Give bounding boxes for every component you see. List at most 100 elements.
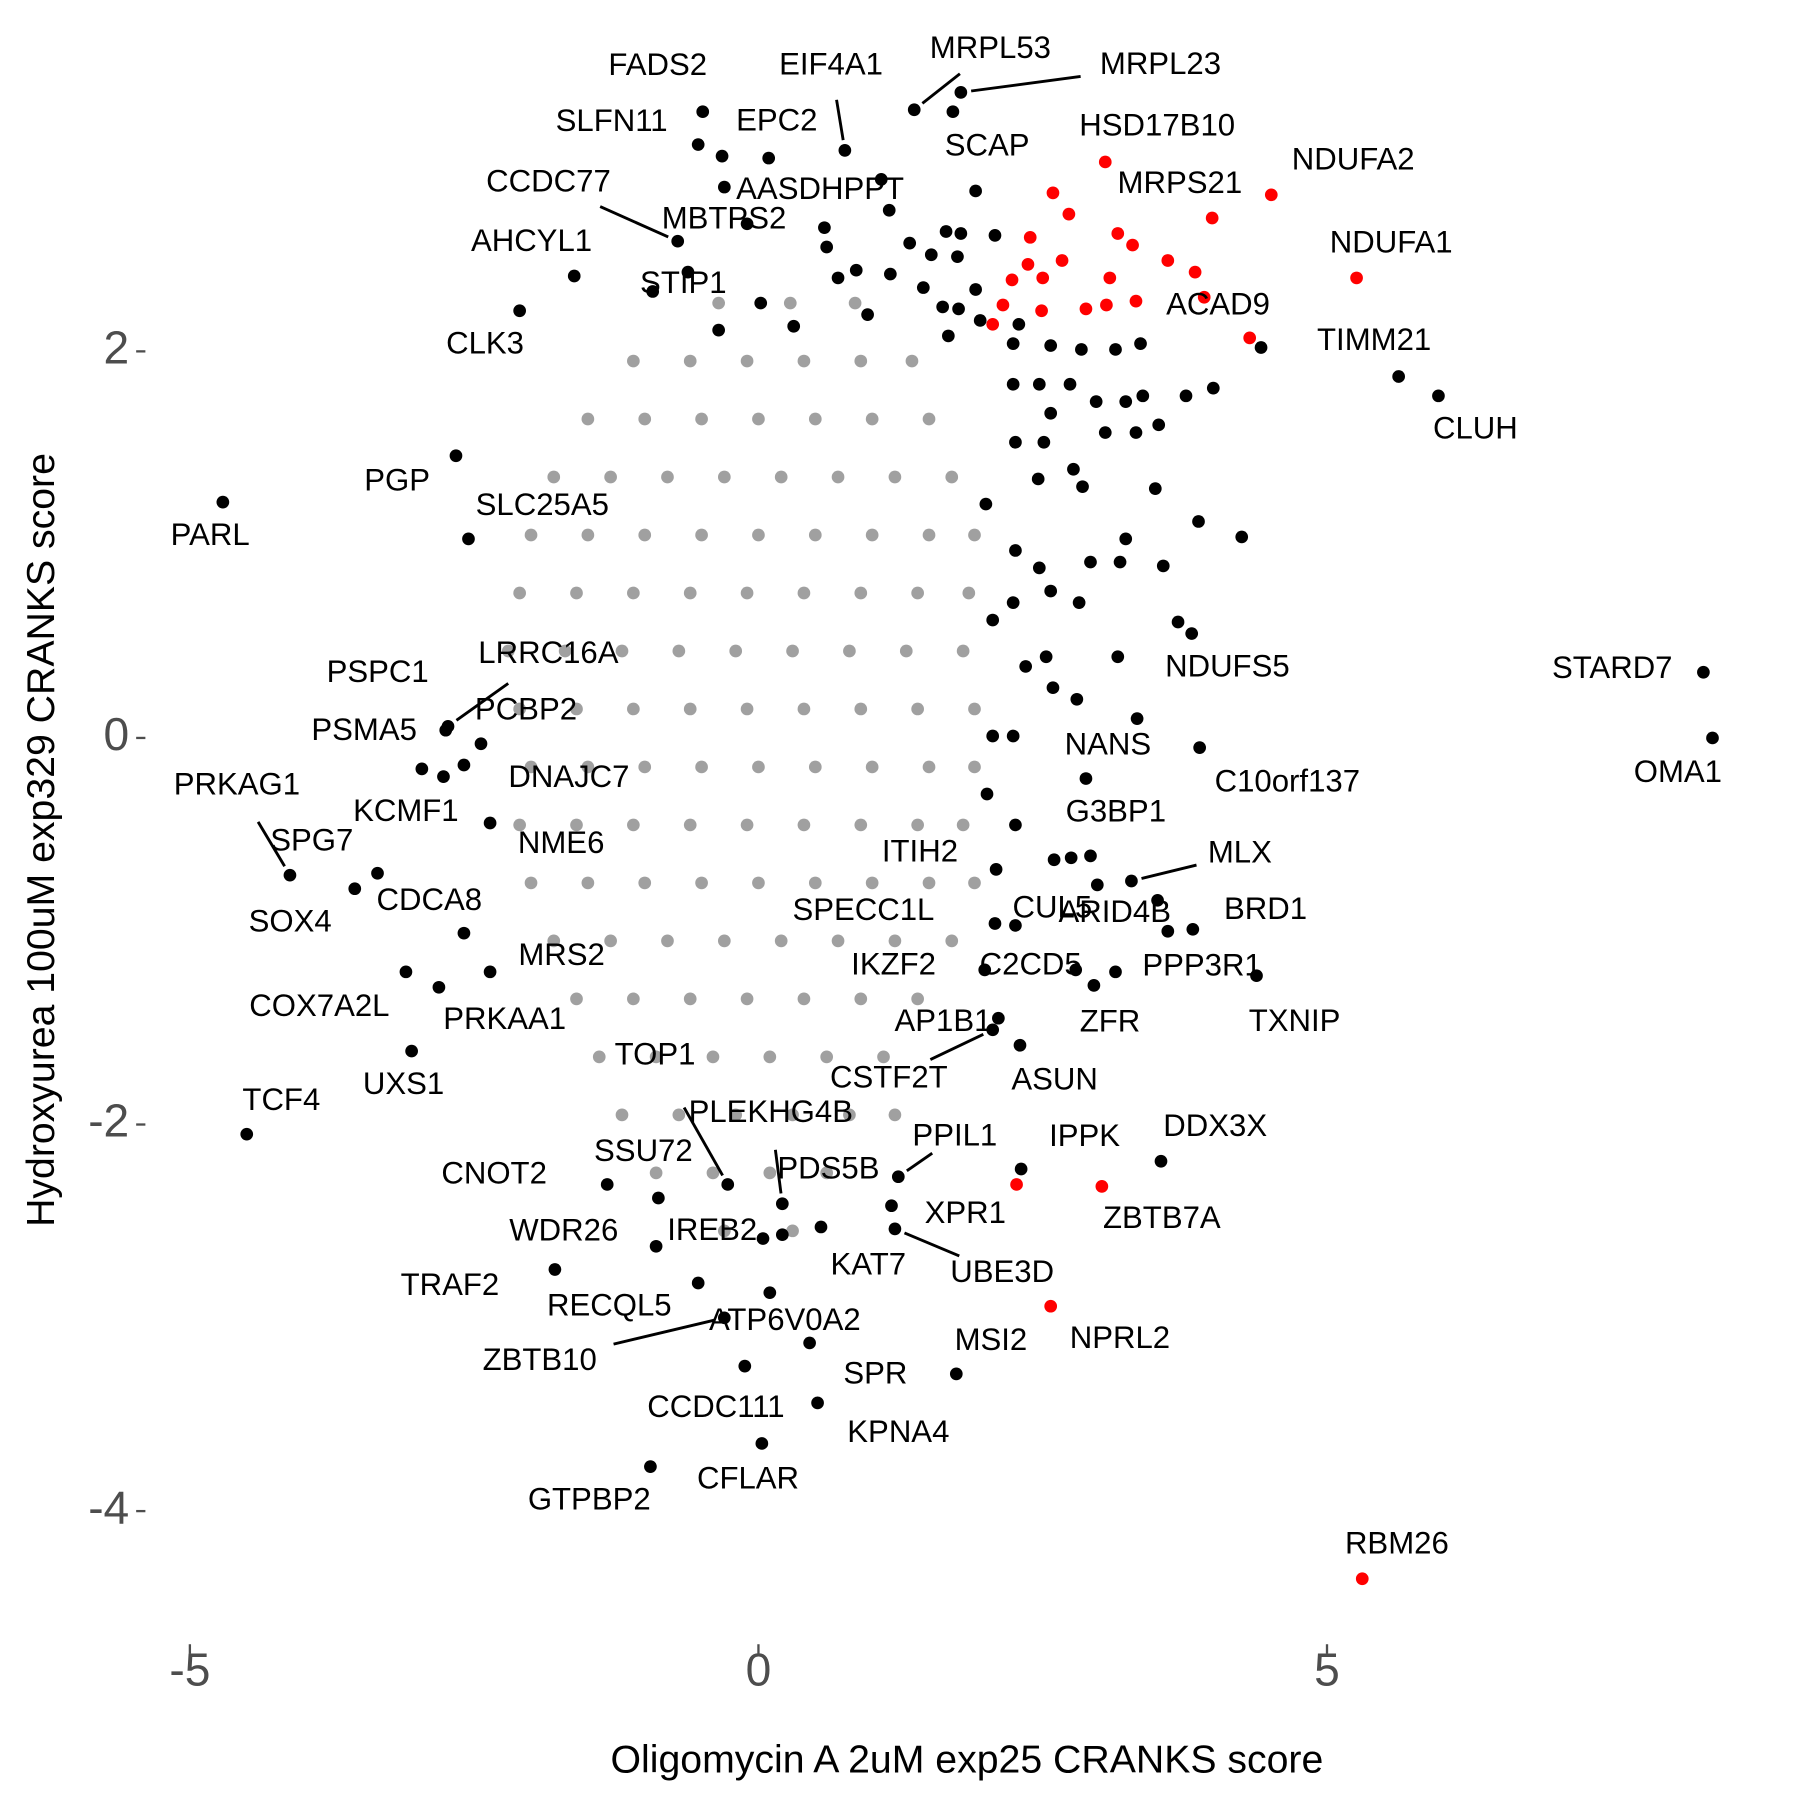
point: [1185, 627, 1199, 640]
point: [1006, 377, 1020, 391]
point: [600, 1178, 614, 1191]
point-label: UXS1: [363, 1066, 444, 1101]
point: [1156, 559, 1170, 573]
point: [1084, 555, 1097, 569]
point: [627, 992, 640, 1006]
point-label: SCAP: [945, 127, 1030, 162]
point: [672, 1108, 686, 1122]
point: [854, 586, 868, 600]
point: [907, 103, 921, 117]
point: [1046, 681, 1060, 695]
point: [683, 354, 697, 368]
point-label: CCDC77: [486, 164, 611, 199]
point-label: PARL: [171, 517, 250, 552]
point: [721, 1178, 735, 1191]
point: [570, 702, 583, 716]
point-label: CFLAR: [697, 1461, 799, 1496]
point-label: TIMM21: [1317, 322, 1431, 357]
point-label: HSD17B10: [1079, 108, 1235, 143]
point: [755, 1437, 769, 1450]
point-label: UBE3D: [950, 1254, 1054, 1289]
point: [924, 248, 938, 262]
point: [1186, 922, 1200, 936]
point-label: ZFR: [1080, 1004, 1141, 1039]
point: [1070, 692, 1084, 706]
point-label: MSI2: [955, 1322, 1028, 1357]
point: [911, 818, 924, 832]
point-label: MRS2: [518, 937, 605, 972]
point: [638, 760, 652, 774]
leader-line: [613, 1318, 715, 1346]
point: [762, 151, 776, 165]
point: [717, 470, 731, 484]
point: [1130, 712, 1144, 725]
point: [1152, 418, 1166, 432]
point-label: FADS2: [608, 47, 707, 82]
point: [1079, 772, 1093, 785]
point-label: RECQL5: [547, 1287, 672, 1322]
point: [513, 702, 526, 716]
y-tick-label: -4: [88, 1481, 129, 1533]
point: [457, 758, 471, 772]
point: [797, 702, 811, 716]
point: [820, 1166, 834, 1180]
point: [1126, 238, 1139, 252]
point: [524, 528, 538, 542]
point: [627, 354, 640, 368]
point-label: AP1B1: [895, 1003, 992, 1038]
point: [849, 263, 863, 277]
point: [1044, 1299, 1058, 1313]
point: [814, 1220, 828, 1234]
point: [973, 314, 987, 327]
point: [638, 412, 652, 426]
point: [905, 354, 919, 368]
point: [1005, 273, 1019, 287]
point: [1432, 389, 1445, 403]
point: [978, 963, 992, 977]
point: [524, 876, 538, 890]
point: [740, 992, 754, 1006]
x-tick-label: 0: [746, 1643, 772, 1695]
point: [638, 528, 652, 542]
point: [1264, 188, 1278, 202]
point-label: LRRC16A: [478, 635, 618, 670]
point: [1046, 186, 1060, 200]
point: [911, 702, 924, 716]
point: [945, 470, 959, 484]
point: [683, 702, 697, 716]
point: [437, 770, 450, 783]
point-label: DDX3X: [1163, 1108, 1267, 1143]
point: [865, 412, 879, 426]
point: [415, 762, 429, 776]
point-label: MBTPS2: [662, 201, 787, 236]
point: [968, 528, 981, 542]
point: [1055, 254, 1069, 267]
y-tick-label: 2: [104, 322, 130, 374]
point-label: NME6: [518, 825, 605, 860]
point-label: PGP: [364, 463, 430, 498]
point: [756, 1232, 770, 1245]
point: [695, 760, 708, 774]
point: [715, 149, 729, 163]
point-label: NPRL2: [1070, 1320, 1170, 1355]
point-label: ZBTB10: [483, 1342, 597, 1377]
point: [775, 1197, 789, 1211]
point: [615, 1108, 629, 1122]
point: [763, 1166, 777, 1180]
point: [706, 1050, 720, 1064]
point: [567, 269, 581, 283]
point: [888, 1108, 902, 1122]
point: [1044, 339, 1058, 352]
point: [1013, 1038, 1027, 1052]
point-label: NDUFA2: [1292, 142, 1415, 177]
point: [831, 934, 845, 948]
point-label: IKZF2: [851, 947, 936, 982]
point: [216, 495, 230, 509]
point-label: SPR: [843, 1355, 907, 1390]
point: [740, 818, 754, 832]
point: [740, 354, 754, 368]
point-label: ASUN: [1011, 1061, 1098, 1096]
point: [712, 323, 725, 337]
point-label: ATP6V0A2: [709, 1302, 861, 1337]
point: [1136, 389, 1150, 403]
